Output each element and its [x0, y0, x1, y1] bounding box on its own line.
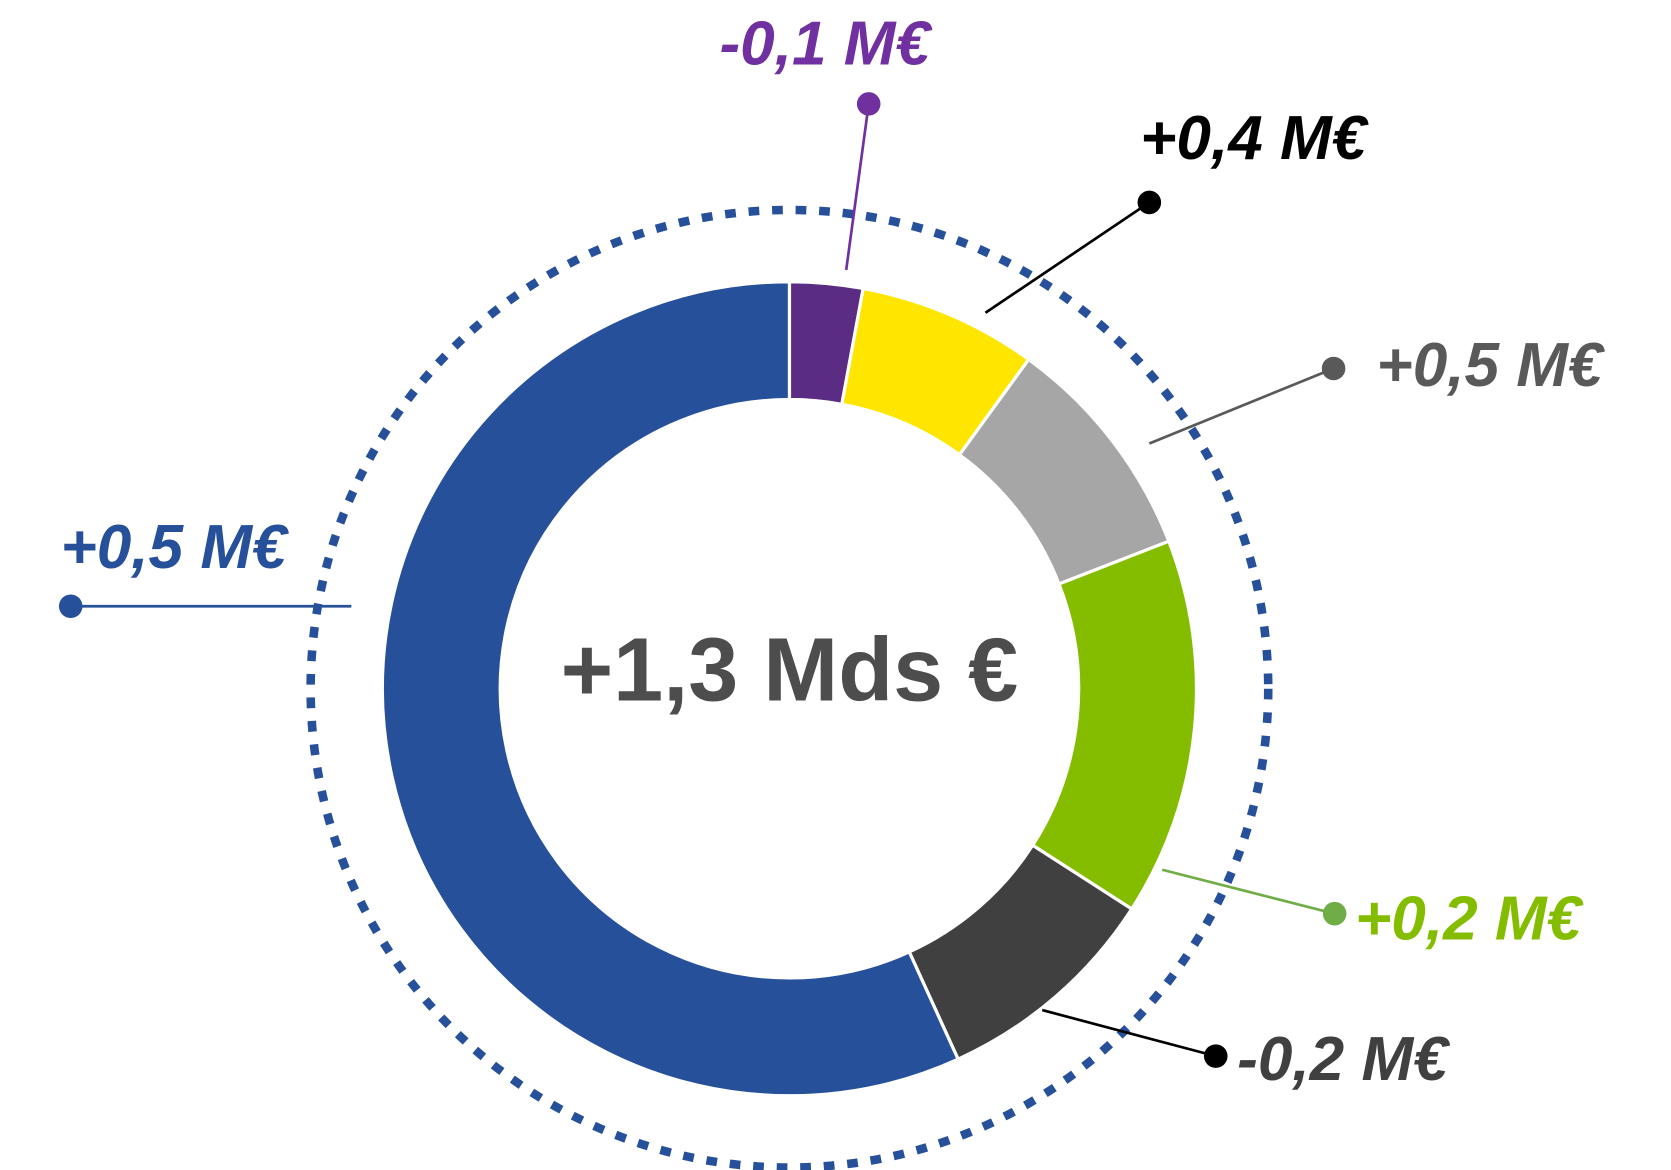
leader-dot: [1137, 190, 1162, 215]
donut-segment: [1030, 539, 1199, 912]
leader-line: [1161, 868, 1335, 915]
center-label: +1,3 Mds €: [561, 621, 1019, 721]
annotation: +0,4 M€: [1140, 104, 1369, 173]
leader-dot: [856, 92, 881, 116]
dotted-ring: [306, 205, 1273, 1170]
leader-dot: [1321, 356, 1346, 381]
annotation: +0,2 M€: [1355, 885, 1584, 954]
leader-dot: [58, 594, 83, 619]
annotation: +0,5 M€: [1376, 331, 1605, 400]
leader-line: [984, 201, 1151, 314]
donut-segment: [380, 280, 961, 1098]
leader-dot: [1203, 1044, 1228, 1068]
leader-line: [1148, 367, 1335, 445]
leader-line: [844, 103, 871, 271]
leader-line: [1041, 1008, 1217, 1058]
annotation: -0,2 M€: [1237, 1025, 1450, 1094]
annotation: +0,5 M€: [60, 513, 289, 582]
annotation: -0,1 M€: [720, 10, 933, 79]
leader-dot: [1322, 901, 1347, 926]
